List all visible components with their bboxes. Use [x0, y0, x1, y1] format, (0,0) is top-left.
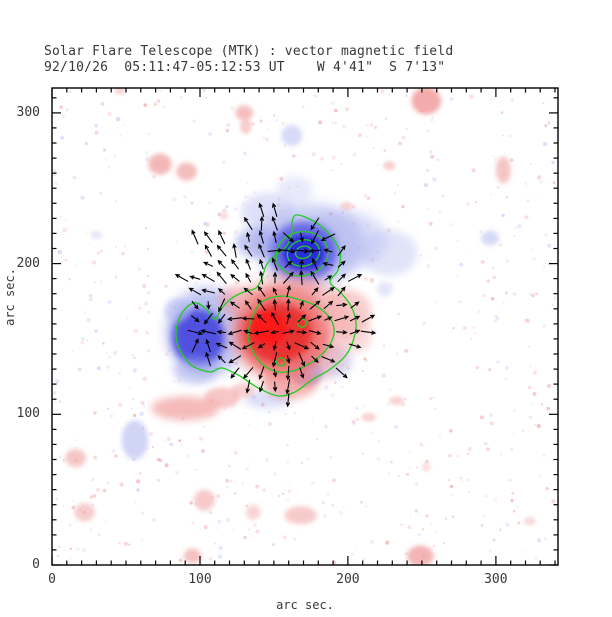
- x-tick-label: 200: [336, 572, 360, 587]
- vector-arrows: [174, 202, 377, 408]
- axes-frame: [51, 87, 559, 566]
- contour-ring: [286, 239, 321, 267]
- y-tick-label: 0: [32, 557, 40, 572]
- polarity-blobs: [65, 88, 536, 565]
- contour-loop: [175, 214, 357, 397]
- plot-title: Solar Flare Telescope (MTK) : vector mag…: [44, 44, 454, 59]
- y-tick-label: 100: [16, 406, 40, 422]
- y-tick-label: 200: [16, 255, 40, 271]
- field-contours: [175, 214, 357, 397]
- x-axis-title: arc sec.: [276, 598, 334, 612]
- contour-ring: [296, 318, 308, 328]
- y-tick-label: 300: [16, 104, 40, 120]
- plot-subtitle: 92/10/26 05:11:47-05:12:53 UT W 4'41" S …: [44, 60, 446, 75]
- x-tick-label: 100: [188, 572, 212, 587]
- contour-ring: [275, 357, 287, 367]
- x-tick-label: 0: [48, 572, 56, 587]
- x-tick-label: 300: [484, 572, 508, 587]
- contour-loop: [247, 295, 335, 373]
